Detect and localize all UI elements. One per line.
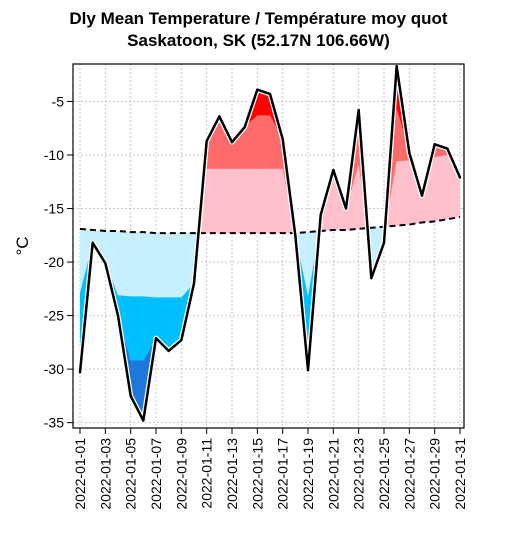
y-axis: -5 -10 -15 -20 -25 -30 -35: [44, 93, 73, 431]
x-tick-label: 2022-01-11: [199, 438, 215, 509]
data-point-2022-01-02: [91, 241, 94, 244]
x-tick-label: 2022-01-25: [376, 438, 392, 510]
series-lines: [77, 64, 463, 424]
data-point-2022-01-01: [78, 371, 82, 374]
data-point-2022-01-30: [446, 147, 449, 150]
data-point-2022-01-08: [167, 349, 170, 353]
x-tick-label: 2022-01-15: [249, 438, 265, 510]
x-tick-label: 2022-01-31: [452, 438, 468, 510]
data-point-2022-01-12: [218, 115, 221, 118]
y-tick-label: -30: [44, 361, 64, 377]
data-point-2022-01-07: [154, 336, 158, 340]
data-point-2022-01-22: [344, 207, 348, 210]
data-point-2022-01-20: [319, 213, 322, 217]
data-point-2022-01-29: [433, 143, 436, 146]
y-tick-label: -25: [44, 308, 64, 324]
y-tick-label: -10: [44, 147, 64, 163]
data-point-2022-01-11: [205, 139, 208, 143]
data-point-2022-01-21: [332, 168, 335, 172]
data-point-2022-01-14: [243, 125, 246, 129]
data-point-2022-01-16: [268, 92, 272, 96]
y-tick-label: -15: [44, 201, 64, 217]
x-tick-label: 2022-01-19: [300, 438, 316, 510]
x-tick-label: 2022-01-07: [148, 438, 164, 510]
data-point-2022-01-27: [408, 151, 411, 155]
data-point-2022-01-24: [370, 276, 373, 280]
x-axis: 2022-01-01 2022-01-03 2022-01-05 2022-01-07…: [72, 428, 468, 510]
data-point-2022-01-26: [395, 64, 398, 68]
y-tick-label: -5: [52, 93, 65, 109]
plot-frame: [72, 63, 465, 429]
x-tick-label: 2022-01-01: [72, 438, 88, 510]
x-tick-label: 2022-01-17: [275, 438, 291, 510]
x-tick-label: 2022-01-03: [97, 438, 113, 510]
y-tick-label: -35: [44, 415, 64, 431]
data-point-2022-01-03: [104, 261, 107, 265]
x-tick-label: 2022-01-09: [173, 438, 189, 510]
chart-title-line2: Saskatoon, SK (52.17N 106.66W): [127, 31, 390, 50]
x-tick-label: 2022-01-27: [401, 438, 417, 510]
data-point-2022-01-13: [230, 140, 234, 144]
data-point-2022-01-28: [420, 194, 424, 197]
x-tick-label: 2022-01-29: [427, 438, 443, 510]
y-axis-label: °C: [13, 236, 32, 255]
data-point-2022-01-19: [306, 368, 310, 372]
data-point-2022-01-04: [116, 314, 120, 317]
data-point-2022-01-15: [256, 88, 259, 91]
data-point-2022-01-31: [458, 176, 462, 179]
data-point-2022-01-25: [382, 241, 386, 244]
x-tick-label: 2022-01-23: [351, 438, 367, 510]
data-point-2022-01-06: [142, 419, 145, 422]
normal-temperature-line: [79, 216, 461, 235]
band-below-normal-light: [80, 217, 460, 298]
data-point-2022-01-05: [129, 394, 132, 398]
x-tick-label: 2022-01-21: [325, 438, 341, 510]
data-point-2022-01-10: [192, 282, 196, 285]
x-tick-label: 2022-01-13: [224, 438, 240, 510]
data-point-2022-01-23: [357, 108, 360, 112]
data-point-2022-01-09: [180, 339, 183, 342]
data-point-2022-01-17: [281, 137, 284, 141]
data-point-2022-01-18: [294, 234, 297, 237]
y-tick-label: -20: [44, 254, 64, 270]
x-tick-label: 2022-01-05: [123, 438, 139, 510]
chart-title-line1: Dly Mean Temperature / Température moy q…: [69, 9, 448, 28]
